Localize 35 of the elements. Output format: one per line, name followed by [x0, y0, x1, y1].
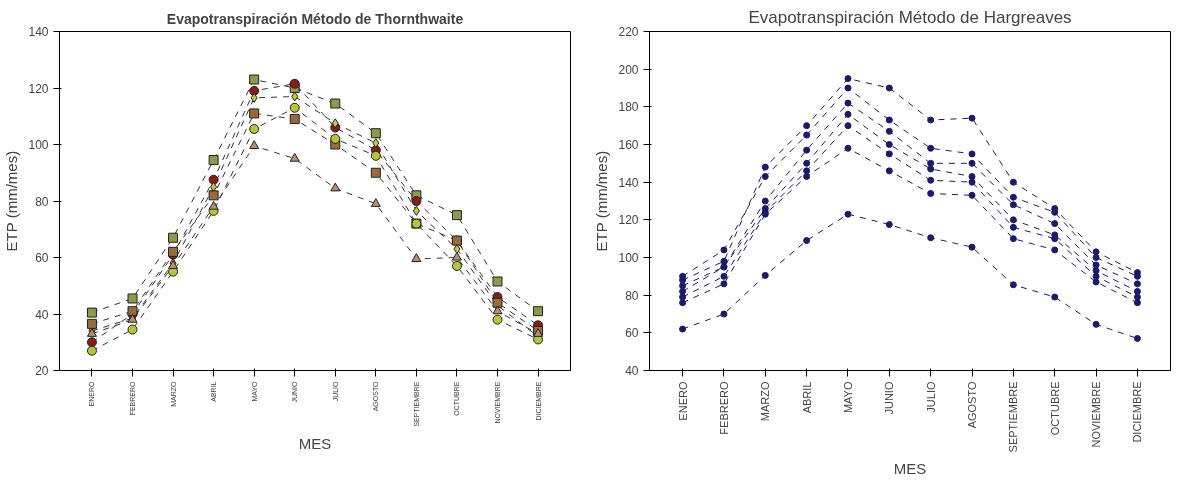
y-tick-label: 60	[35, 251, 49, 265]
y-tick-label: 180	[618, 100, 639, 115]
y-tick-label: 100	[618, 251, 639, 265]
x-tick-label: ENERO	[676, 381, 689, 421]
x-axis-title: MES	[298, 434, 332, 452]
y-tick-label: 80	[35, 194, 49, 209]
y-tick-label: 160	[618, 138, 639, 152]
x-tick-label: NOVIEMBRE	[1090, 381, 1103, 448]
y-tick-label: 80	[625, 288, 639, 303]
y-tick-label: 60	[625, 326, 639, 341]
x-tick-label: OCTUBRE	[1048, 381, 1061, 436]
y-tick-label: 140	[618, 175, 639, 190]
y-tick-label: 140	[28, 25, 49, 39]
x-tick-label: FEBRERO	[717, 381, 730, 435]
x-tick-label: ABRIL	[800, 381, 813, 414]
y-tick-label: 40	[625, 364, 639, 378]
y-axis-title: ETP (mm/mes)	[3, 150, 21, 252]
y-tick-label: 20	[35, 364, 49, 378]
x-tick-label: JUNIO	[883, 381, 896, 415]
y-axis-title: ETP (mm/mes)	[593, 150, 611, 252]
x-tick-label: MARZO	[759, 381, 772, 422]
y-tick-label: 120	[28, 81, 49, 96]
chart-title: Evapotranspiración Método de Hargreaves	[748, 7, 1072, 27]
x-tick-label: SEPTIEMBRE	[1007, 381, 1020, 453]
x-tick-label: MAYO	[841, 381, 854, 414]
y-tick-label: 200	[618, 62, 639, 77]
chart-title: Evapotranspiración Método de Thornthwaite	[166, 10, 464, 27]
y-tick-label: 40	[35, 307, 49, 322]
y-tick-label: 120	[618, 213, 639, 228]
y-tick-label: 100	[28, 138, 49, 152]
x-tick-label: JULIO	[924, 381, 937, 413]
x-tick-label: AGOSTO	[966, 381, 979, 429]
x-tick-label: DICIEMBRE	[1131, 381, 1144, 443]
x-axis-title: MES	[893, 460, 927, 478]
y-tick-label: 220	[618, 25, 639, 39]
